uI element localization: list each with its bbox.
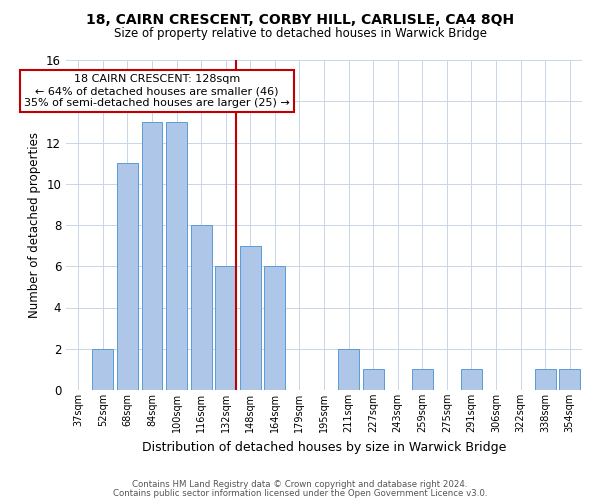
Text: 18 CAIRN CRESCENT: 128sqm
← 64% of detached houses are smaller (46)
35% of semi-: 18 CAIRN CRESCENT: 128sqm ← 64% of detac… xyxy=(24,74,290,108)
Bar xyxy=(215,266,236,390)
Bar xyxy=(265,266,286,390)
Bar xyxy=(461,370,482,390)
Bar xyxy=(240,246,261,390)
Text: Contains HM Land Registry data © Crown copyright and database right 2024.: Contains HM Land Registry data © Crown c… xyxy=(132,480,468,489)
Bar xyxy=(92,349,113,390)
Bar xyxy=(142,122,163,390)
Bar xyxy=(412,370,433,390)
Bar xyxy=(191,225,212,390)
Text: 18, CAIRN CRESCENT, CORBY HILL, CARLISLE, CA4 8QH: 18, CAIRN CRESCENT, CORBY HILL, CARLISLE… xyxy=(86,12,514,26)
Bar xyxy=(338,349,359,390)
X-axis label: Distribution of detached houses by size in Warwick Bridge: Distribution of detached houses by size … xyxy=(142,440,506,454)
Bar xyxy=(117,163,138,390)
Y-axis label: Number of detached properties: Number of detached properties xyxy=(28,132,41,318)
Bar xyxy=(559,370,580,390)
Text: Size of property relative to detached houses in Warwick Bridge: Size of property relative to detached ho… xyxy=(113,28,487,40)
Bar xyxy=(166,122,187,390)
Bar xyxy=(535,370,556,390)
Text: Contains public sector information licensed under the Open Government Licence v3: Contains public sector information licen… xyxy=(113,490,487,498)
Bar xyxy=(362,370,383,390)
